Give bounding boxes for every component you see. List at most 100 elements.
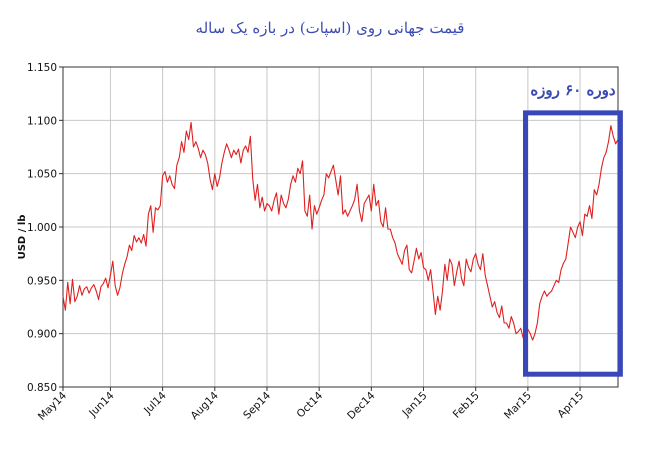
zinc-price-series-points: [62, 122, 618, 341]
data-point: [579, 221, 580, 222]
data-point: [183, 152, 184, 153]
data-point: [542, 296, 543, 297]
data-point: [103, 283, 104, 284]
y-tick-label: 1.100: [27, 115, 57, 127]
data-point: [560, 269, 561, 270]
data-point: [176, 165, 177, 166]
data-point: [582, 235, 583, 236]
data-point: [335, 179, 336, 180]
data-point: [532, 339, 533, 340]
data-point: [347, 216, 348, 217]
data-point: [217, 186, 218, 187]
data-point: [198, 147, 199, 148]
data-point: [440, 310, 441, 311]
data-point: [485, 274, 486, 275]
data-point: [224, 152, 225, 153]
data-point: [264, 210, 265, 211]
data-point: [613, 136, 614, 137]
data-point: [219, 177, 220, 178]
data-point: [411, 272, 412, 273]
data-point: [86, 286, 87, 287]
data-point: [534, 333, 535, 334]
data-point: [259, 207, 260, 208]
data-point: [603, 157, 604, 158]
data-point: [314, 205, 315, 206]
data-point: [371, 210, 372, 211]
data-point: [608, 141, 609, 142]
data-point: [200, 157, 201, 158]
data-point: [297, 168, 298, 169]
data-point: [466, 258, 467, 259]
data-point: [207, 162, 208, 163]
data-point: [340, 175, 341, 176]
data-point: [409, 269, 410, 270]
data-point: [72, 279, 73, 280]
data-point: [487, 285, 488, 286]
data-point: [570, 226, 571, 227]
data-point: [122, 273, 123, 274]
data-point: [93, 284, 94, 285]
data-point: [361, 221, 362, 222]
data-point: [153, 232, 154, 233]
x-tick-label: Aug14: [188, 389, 221, 422]
data-point: [594, 189, 595, 190]
sixty-day-period-label: دوره ۶۰ روزه: [530, 81, 616, 99]
data-point: [568, 242, 569, 243]
data-point: [404, 250, 405, 251]
data-point: [70, 303, 71, 304]
data-point: [257, 184, 258, 185]
data-point: [387, 229, 388, 230]
data-point: [169, 175, 170, 176]
data-point: [575, 237, 576, 238]
data-point: [511, 316, 512, 317]
x-tick-label: Jul14: [141, 389, 169, 417]
data-point: [328, 177, 329, 178]
data-point: [321, 200, 322, 201]
data-point: [245, 145, 246, 146]
data-point: [323, 194, 324, 195]
data-point: [338, 194, 339, 195]
data-point: [423, 267, 424, 268]
data-point: [148, 214, 149, 215]
data-point: [190, 122, 191, 123]
data-point: [544, 290, 545, 291]
data-point: [319, 207, 320, 208]
sixty-day-period-box: [523, 110, 623, 377]
data-point: [354, 199, 355, 200]
data-point: [463, 285, 464, 286]
data-point: [115, 285, 116, 286]
data-point: [513, 322, 514, 323]
data-point: [105, 278, 106, 279]
data-point: [458, 261, 459, 262]
data-point: [601, 168, 602, 169]
x-tick-label: Feb15: [451, 390, 482, 421]
data-point: [482, 253, 483, 254]
data-point: [155, 207, 156, 208]
data-point: [352, 205, 353, 206]
data-point: [492, 306, 493, 307]
data-point: [373, 184, 374, 185]
data-point: [432, 290, 433, 291]
data-point: [508, 328, 509, 329]
data-point: [366, 199, 367, 200]
data-point: [157, 209, 158, 210]
data-point: [456, 271, 457, 272]
data-point: [549, 293, 550, 294]
data-point: [406, 245, 407, 246]
data-point: [577, 226, 578, 227]
data-point: [126, 256, 127, 257]
data-point: [496, 312, 497, 313]
y-tick-label: 0.950: [27, 275, 57, 287]
data-point: [292, 175, 293, 176]
data-point: [283, 203, 284, 204]
data-point: [518, 331, 519, 332]
data-point: [587, 216, 588, 217]
data-point: [174, 188, 175, 189]
chart-title: قیمت جهانی روی (اسپات) در بازه یک ساله: [196, 19, 465, 37]
data-point: [307, 216, 308, 217]
data-point: [326, 173, 327, 174]
data-point: [368, 194, 369, 195]
data-point: [572, 232, 573, 233]
data-point: [454, 285, 455, 286]
data-point: [228, 150, 229, 151]
